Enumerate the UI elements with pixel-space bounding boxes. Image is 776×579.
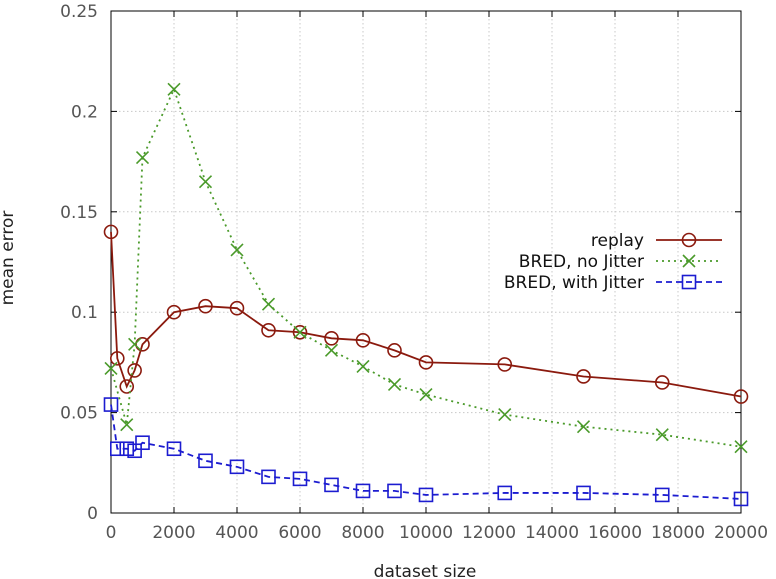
data-point (229, 459, 245, 475)
x-tick-label: 0 (106, 523, 117, 543)
data-point (104, 361, 118, 375)
data-point (127, 363, 142, 378)
legend-label: BRED, no Jitter (519, 252, 644, 272)
data-point (387, 483, 402, 499)
data-point (387, 377, 402, 392)
data-point (733, 491, 749, 507)
data-point (198, 298, 213, 314)
data-point (324, 331, 339, 346)
legend-label: BRED, with Jitter (504, 273, 644, 293)
data-point (103, 397, 119, 412)
data-point (654, 375, 670, 390)
data-point (167, 82, 181, 96)
data-point (261, 322, 276, 338)
legend-item: replay (591, 231, 722, 251)
y-tick-label: 0.05 (60, 404, 98, 424)
data-point (127, 443, 142, 459)
grid (111, 11, 741, 513)
data-point (166, 441, 182, 457)
legend-swatch-marker (682, 254, 696, 268)
data-point (128, 337, 142, 351)
data-point (166, 304, 182, 320)
data-point (356, 359, 370, 373)
x-tick-label: 18000 (651, 523, 705, 543)
x-tick-label: 20000 (714, 523, 768, 543)
x-tick-label: 2000 (152, 523, 195, 543)
data-point (654, 487, 670, 503)
axis-ticks: 0 2000 4000 6000 8000 10000 12000 14000 16000 180… (60, 2, 768, 543)
x-tick-label: 6000 (278, 523, 321, 543)
x-axis-label: dataset size (374, 562, 477, 579)
data-point (261, 469, 276, 485)
data-point (119, 379, 135, 394)
y-tick-label: 0.15 (60, 203, 98, 223)
legend-label: replay (591, 231, 644, 251)
series-layer (103, 82, 749, 507)
series-3 (103, 397, 749, 507)
y-tick-label: 0.2 (71, 102, 98, 122)
data-point (418, 487, 434, 503)
series-2 (104, 82, 748, 454)
x-tick-label: 8000 (341, 523, 384, 543)
data-point (292, 471, 308, 487)
data-point (110, 351, 125, 366)
data-point (655, 428, 669, 442)
series-line (110, 231, 742, 398)
x-tick-label: 10000 (399, 523, 453, 543)
x-tick-label: 4000 (215, 523, 258, 543)
data-point (229, 300, 245, 316)
data-point (135, 337, 150, 352)
legend-item: BRED, no Jitter (519, 252, 722, 272)
data-point (198, 175, 213, 189)
data-point (198, 453, 213, 469)
data-point (324, 343, 339, 357)
data-point (733, 389, 749, 404)
data-point (576, 485, 591, 501)
data-point (497, 357, 513, 372)
x-tick-label: 12000 (462, 523, 516, 543)
y-tick-label: 0.1 (71, 303, 98, 323)
data-point (355, 333, 371, 348)
series-1 (103, 224, 749, 404)
data-point (119, 441, 135, 457)
data-point (324, 477, 339, 493)
data-point (355, 483, 371, 499)
x-tick-label: 16000 (588, 523, 642, 543)
data-point (498, 408, 512, 422)
y-axis-label: mean error (0, 211, 18, 306)
data-point (293, 325, 307, 339)
data-point (135, 151, 150, 165)
data-point (497, 485, 513, 501)
data-point (419, 387, 433, 402)
legend-item: BRED, with Jitter (504, 273, 722, 293)
data-point (135, 435, 150, 451)
plot-frame (110, 10, 742, 514)
data-point (103, 224, 119, 240)
data-point (387, 343, 402, 358)
x-tick-label: 14000 (525, 523, 579, 543)
data-point (576, 420, 591, 434)
data-point (292, 324, 308, 340)
y-tick-label: 0.25 (60, 2, 98, 22)
data-point (230, 243, 244, 257)
legend-swatch-marker (681, 274, 697, 290)
legend-swatch-marker (681, 232, 697, 248)
data-point (576, 369, 591, 384)
data-point (110, 441, 125, 457)
data-point (261, 297, 276, 311)
data-point (120, 418, 134, 432)
data-point (734, 440, 748, 454)
data-point (418, 355, 434, 370)
y-tick-label: 0 (87, 504, 98, 524)
